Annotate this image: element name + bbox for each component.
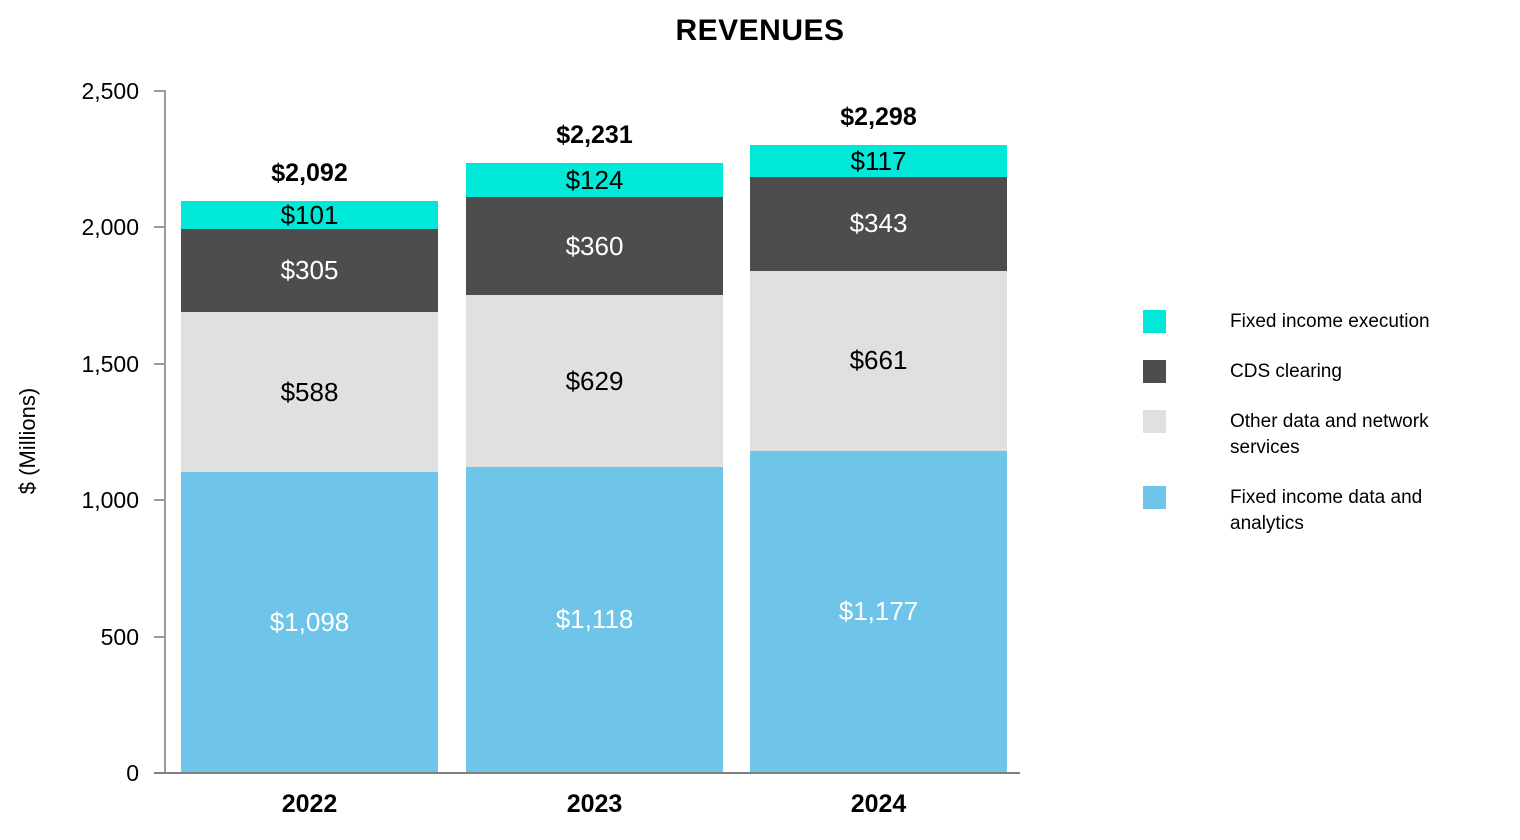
bar-segment-2022: $305 <box>181 228 438 313</box>
bar-segment-2024: $661 <box>750 270 1007 451</box>
y-axis-line <box>164 90 166 774</box>
legend-label: Other data and network services <box>1230 411 1429 458</box>
y-tick-mark <box>154 635 164 638</box>
x-axis-line <box>154 772 1020 774</box>
segment-value-label: $101 <box>280 199 339 230</box>
y-tick-mark <box>154 90 164 92</box>
x-axis-label-2024: 2024 <box>850 790 907 818</box>
segment-value-label: $629 <box>565 365 624 396</box>
x-axis-label-2022: 2022 <box>281 790 338 818</box>
legend-swatch <box>1143 310 1166 333</box>
y-tick-label: 500 <box>100 623 139 650</box>
bar-segment-2023: $124 <box>466 163 723 198</box>
segment-value-label: $588 <box>280 376 339 407</box>
legend-label: Fixed income execution <box>1230 311 1430 332</box>
legend-label: CDS clearing <box>1230 361 1342 382</box>
bar-segment-2023: $1,118 <box>466 467 723 772</box>
segment-value-label: $360 <box>565 230 624 261</box>
bar-segment-2022: $588 <box>181 312 438 473</box>
y-tick-mark <box>154 362 164 365</box>
y-tick-mark <box>154 226 164 229</box>
segment-value-label: $117 <box>850 145 907 176</box>
chart-title: REVENUES <box>675 14 845 47</box>
bar-segment-2022: $1,098 <box>181 472 438 772</box>
bar-total-label-2023: $2,231 <box>556 121 633 150</box>
legend-label: Fixed income data and analytics <box>1230 487 1423 534</box>
segment-value-label: $1,177 <box>838 595 919 626</box>
bar-segment-2023: $629 <box>466 295 723 467</box>
segment-value-label: $1,118 <box>555 603 634 634</box>
bar-segment-2024: $117 <box>750 145 1007 177</box>
y-tick-label: 1,000 <box>81 487 139 514</box>
legend-swatch <box>1143 360 1166 383</box>
segment-value-label: $661 <box>849 345 908 376</box>
bar-segment-2024: $1,177 <box>750 450 1007 772</box>
legend-item: CDS clearing <box>1143 359 1483 385</box>
y-tick-label: 2,000 <box>81 214 139 241</box>
legend-swatch <box>1143 486 1166 509</box>
y-tick-label: 1,500 <box>81 350 139 377</box>
legend: Fixed income execution CDS clearing Other … <box>1143 309 1483 561</box>
segment-value-label: $1,098 <box>269 606 350 637</box>
legend-item: Fixed income execution <box>1143 309 1483 335</box>
bar-segment-2022: $101 <box>181 199 438 230</box>
legend-item: Fixed income data and analytics <box>1143 485 1483 537</box>
legend-swatch <box>1143 410 1166 433</box>
y-tick-label: 0 <box>126 760 139 786</box>
bar-segment-2024: $343 <box>750 177 1007 271</box>
y-tick-label: 2,500 <box>81 78 139 104</box>
bar-total-label-2022: $2,092 <box>271 159 348 188</box>
x-axis-label-2023: 2023 <box>566 790 623 818</box>
segment-value-label: $343 <box>849 208 908 239</box>
y-tick-mark <box>154 499 164 502</box>
bar-segment-2023: $360 <box>466 197 723 296</box>
bar-total-label-2024: $2,298 <box>840 103 917 132</box>
legend-item: Other data and network services <box>1143 409 1483 461</box>
segment-value-label: $124 <box>565 164 624 195</box>
segment-value-label: $305 <box>280 254 339 285</box>
